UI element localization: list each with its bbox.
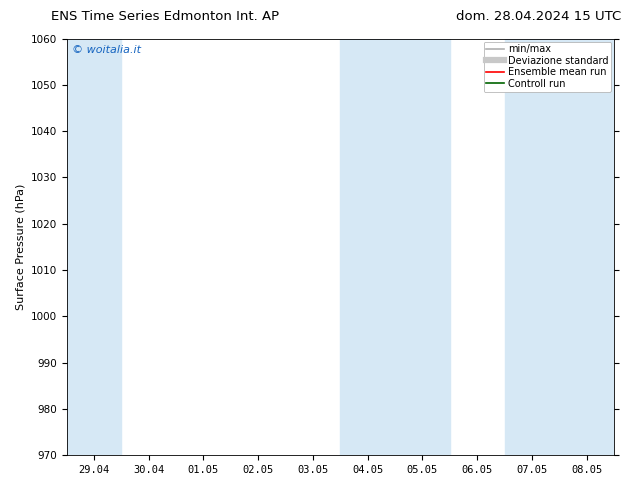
Y-axis label: Surface Pressure (hPa): Surface Pressure (hPa)	[15, 184, 25, 310]
Bar	[505, 39, 614, 455]
Legend: min/max, Deviazione standard, Ensemble mean run, Controll run: min/max, Deviazione standard, Ensemble m…	[484, 42, 611, 92]
Text: dom. 28.04.2024 15 UTC: dom. 28.04.2024 15 UTC	[456, 10, 621, 23]
Bar	[340, 39, 450, 455]
Bar	[67, 39, 121, 455]
Text: ENS Time Series Edmonton Int. AP: ENS Time Series Edmonton Int. AP	[51, 10, 279, 23]
Text: © woitalia.it: © woitalia.it	[72, 45, 141, 55]
